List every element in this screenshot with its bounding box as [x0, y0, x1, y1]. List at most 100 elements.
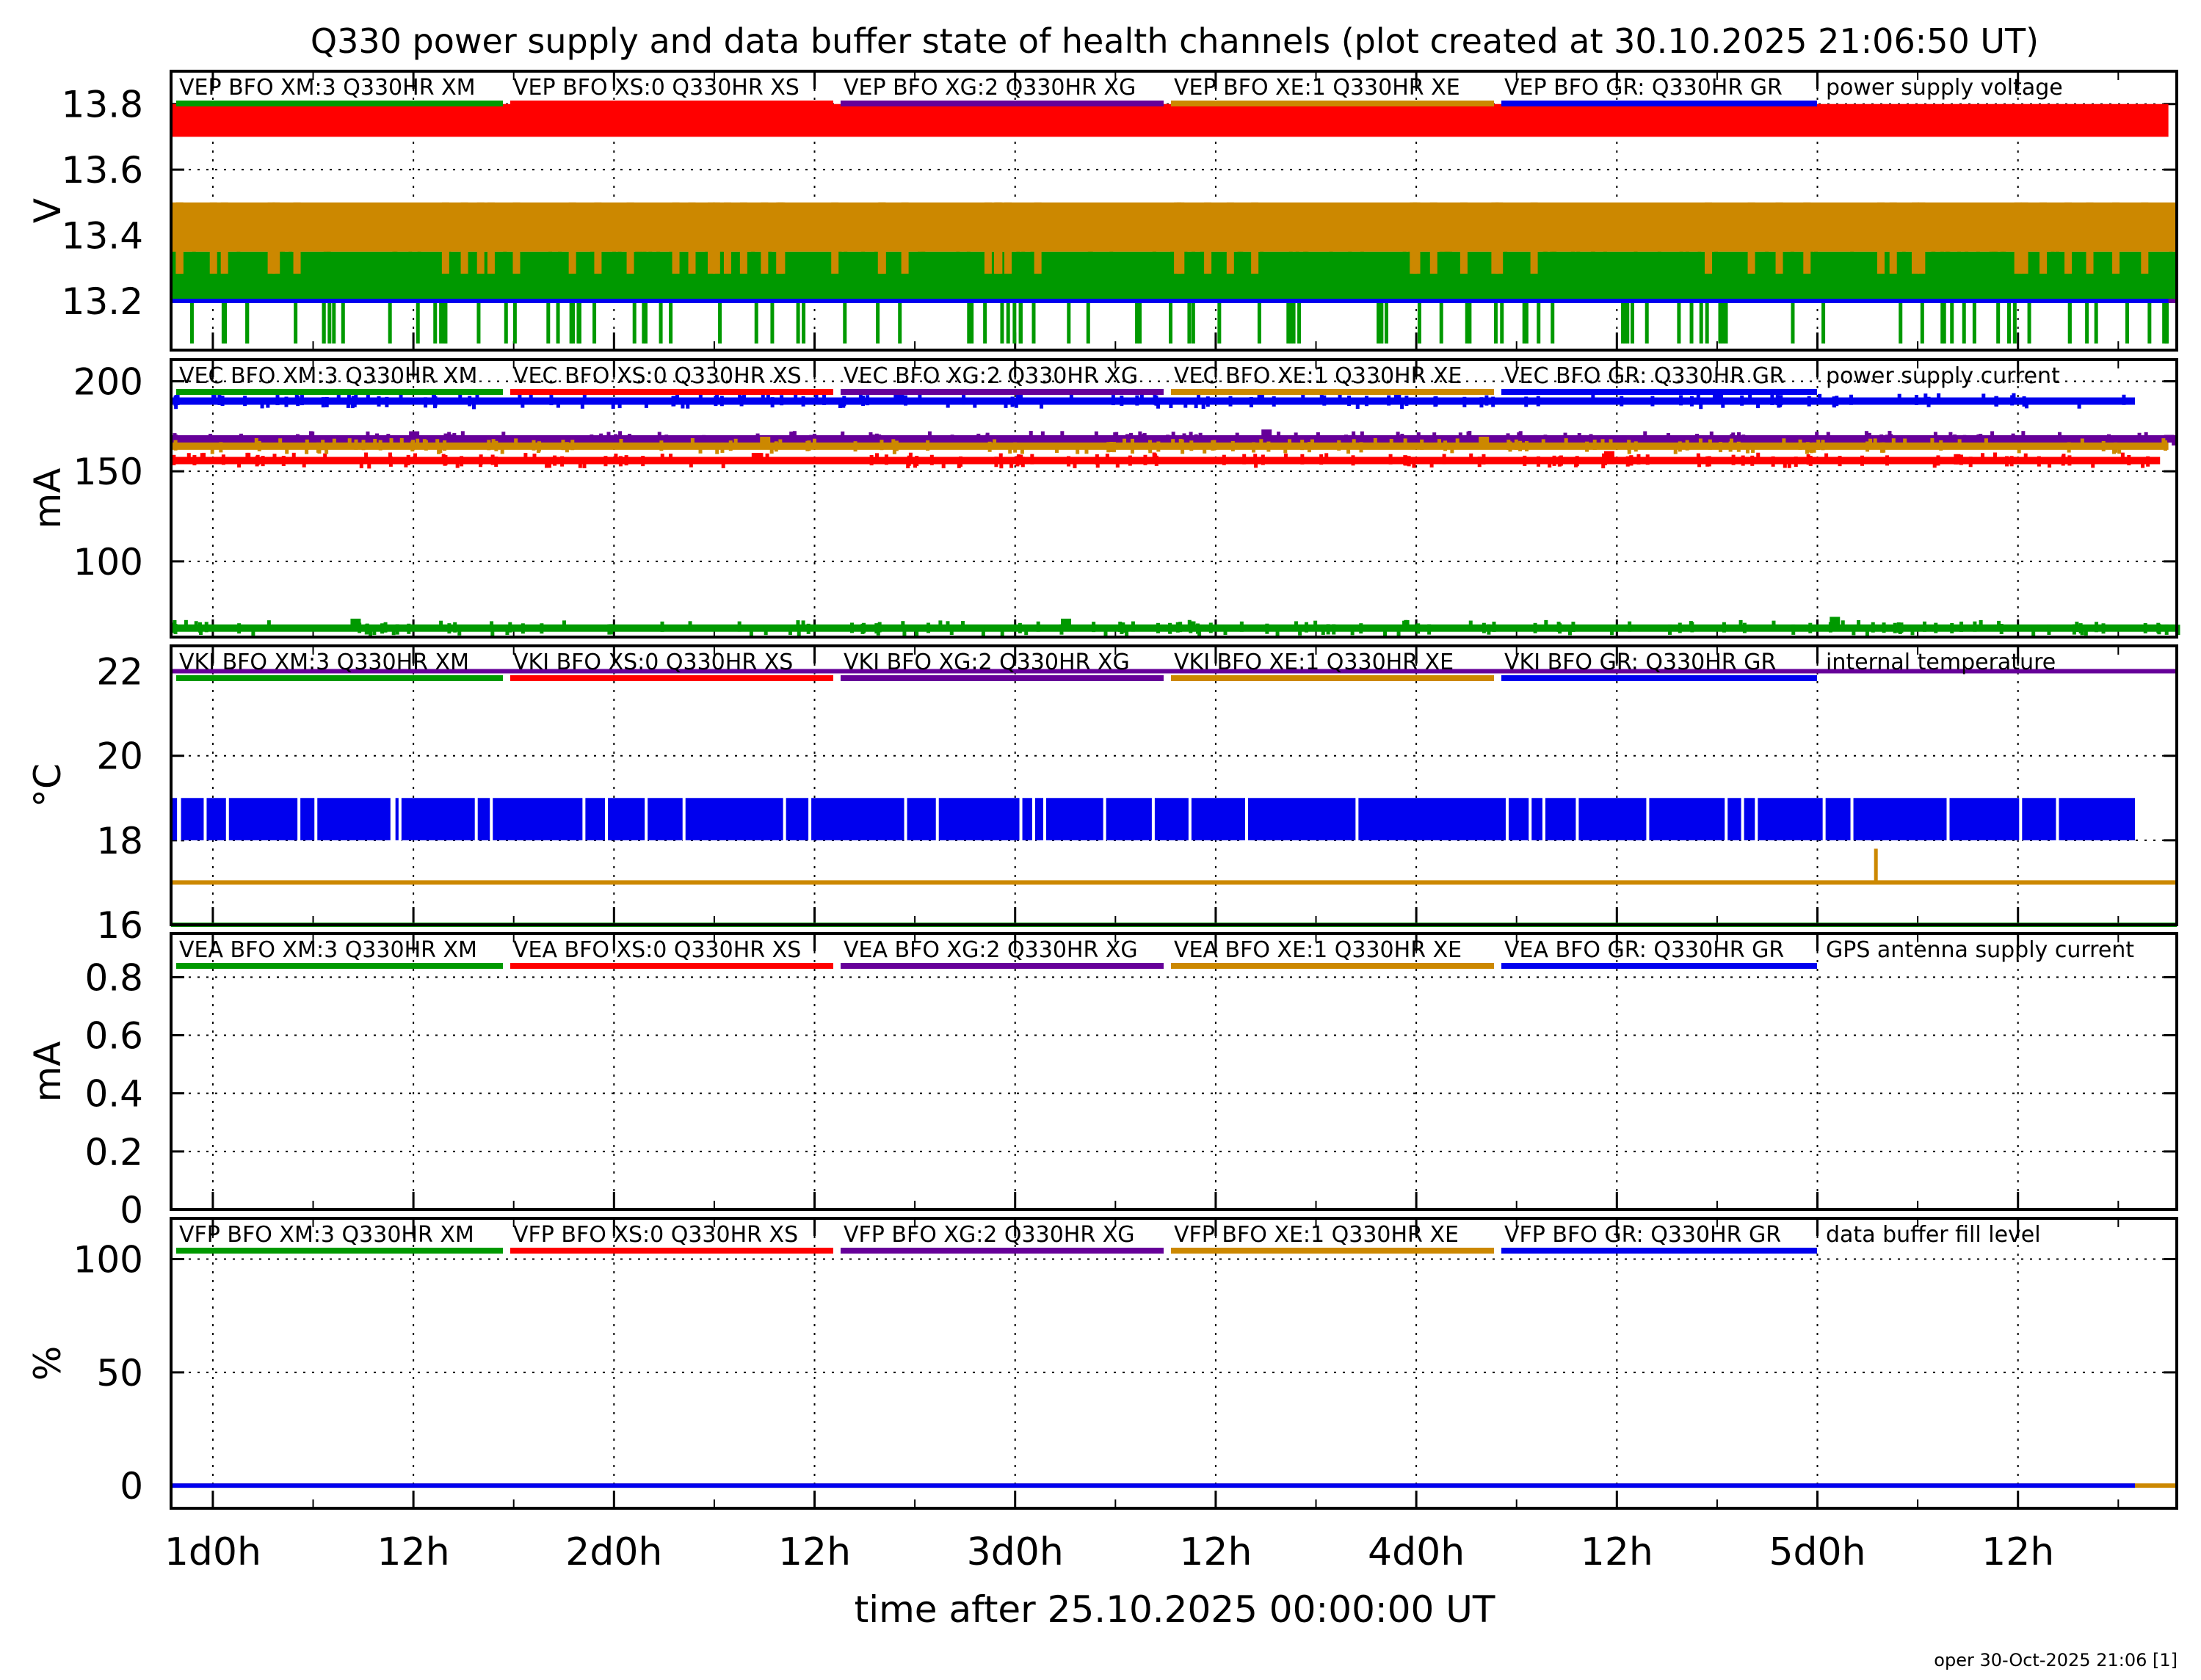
legend-label: VEP BFO XS:0 Q330HR XS: [513, 75, 799, 101]
legend: VEP BFO XM:3 Q330HR XM VEP BFO XS:0 Q330H…: [176, 75, 2063, 106]
series-xm-jitter: [1882, 622, 1886, 633]
series-gr-jitter: [1338, 393, 1342, 404]
series-xm-jitter: [849, 622, 854, 633]
series-xm-jitter: [173, 619, 177, 630]
series-xe-burst: [476, 202, 485, 274]
series-xg-jitter: [1563, 432, 1567, 443]
series-xe-jitter: [1524, 440, 1529, 451]
series-xs-jitter: [2037, 456, 2041, 467]
series-xm-jitter: [1893, 622, 1897, 633]
series-xm-spike: [1187, 300, 1192, 344]
series-xm-jitter: [609, 624, 614, 635]
series-xm-spike: [2162, 300, 2166, 344]
series-xm-jitter: [407, 623, 411, 634]
series-xs-jitter: [1300, 454, 1305, 465]
series-xg-jitter: [264, 435, 269, 446]
series-xm-jitter: [1265, 623, 1269, 634]
series-xm-bump: [1830, 617, 1841, 630]
series-gr-gap: [904, 796, 907, 843]
series-xe-burst: [984, 202, 992, 274]
series-xm-jitter: [2047, 624, 2051, 635]
series-xs-jitter: [479, 454, 483, 465]
series-gr-jitter: [366, 393, 370, 404]
series-gr-gap: [1542, 796, 1545, 843]
series-xm-spike: [2164, 300, 2169, 344]
series-xm-spike: [2027, 300, 2031, 344]
series-gr-jitter: [266, 397, 270, 408]
series-xm-spike: [1377, 300, 1381, 344]
series-xe-jitter: [1685, 440, 1689, 451]
series-xe-jitter: [774, 441, 778, 452]
series-xg-jitter: [1340, 436, 1344, 447]
series-xs-jitter: [1429, 457, 1434, 468]
series-xe-jitter: [210, 443, 214, 454]
series-xs-jitter: [929, 454, 934, 465]
series-xe-jitter: [254, 437, 258, 448]
series-xm-jitter: [806, 623, 811, 634]
series-xg-jitter: [501, 432, 506, 443]
series-xm-spike: [1468, 300, 1472, 344]
series-gr-jitter: [1779, 395, 1783, 406]
series-xm-spike: [556, 300, 560, 344]
series-xm-spike: [1689, 300, 1694, 344]
series-xm-jitter: [1332, 624, 1336, 635]
series-gr-jitter: [1040, 398, 1044, 409]
series-xe-jitter: [1287, 439, 1291, 450]
series-xs-jitter: [1625, 456, 1630, 467]
series-xm-jitter: [266, 620, 271, 631]
series-xm-jitter: [1871, 622, 1875, 633]
series-xe: [171, 202, 2177, 252]
series-xg-jitter: [1643, 431, 1647, 442]
legend-label: VEA BFO XS:0 Q330HR XS: [513, 937, 801, 963]
series-xg-jitter: [1060, 431, 1065, 442]
panel-frame: [170, 932, 2178, 1211]
series-xm-spike: [1621, 300, 1625, 344]
y-tick-label: 18: [96, 820, 143, 862]
series-xe-jitter: [1633, 441, 1638, 452]
series-gr-jitter: [742, 394, 747, 405]
series-xe-jitter: [532, 440, 536, 451]
series-xe-burst: [1918, 202, 1926, 274]
series-gr-gap: [474, 796, 478, 843]
series-xg-jitter: [1194, 434, 1198, 445]
series-xg-bump: [1261, 429, 1272, 441]
series-xg-jitter: [1458, 432, 1462, 443]
series-xe-jitter: [1865, 441, 1870, 452]
series-xe-jitter: [2112, 443, 2117, 454]
series-xs-jitter: [1936, 455, 1940, 466]
series-gr-jitter: [1926, 396, 1931, 407]
series-gr-jitter: [260, 398, 264, 409]
series-gr-jitter: [766, 394, 770, 405]
series-xe-jitter: [1805, 442, 1810, 453]
series-xg-jitter: [2144, 432, 2148, 443]
series-xe-jitter: [993, 439, 997, 450]
series-xe-burst: [712, 202, 720, 274]
series-gr-gap: [1245, 796, 1249, 843]
series-xe-jitter: [1443, 440, 1448, 451]
series-xm-jitter: [1678, 622, 1682, 633]
series-xe-jitter: [570, 440, 575, 451]
series-gr-gap: [1529, 796, 1532, 843]
series-xs-jitter: [1388, 454, 1393, 465]
series-xm-jitter: [949, 625, 954, 636]
series-gr-jitter: [284, 396, 289, 407]
y-tick-label: 0.2: [84, 1131, 143, 1174]
series-xg-jitter: [1294, 432, 1298, 443]
x-tick-label: 12h: [1581, 1530, 1653, 1574]
series-gr-jitter: [611, 398, 615, 409]
series-xe-jitter: [1627, 440, 1631, 451]
series-xs-jitter: [1602, 453, 1606, 464]
series-xm-spike: [970, 300, 974, 344]
series-xg-jitter: [1741, 434, 1746, 446]
series-xm-jitter: [204, 622, 209, 633]
series-xe-burst: [688, 202, 696, 274]
series-gr-gap: [390, 796, 394, 843]
series-xm-jitter: [1487, 624, 1491, 635]
series-xe-jitter: [1230, 440, 1235, 451]
series-xe-jitter: [1020, 443, 1024, 454]
series-gr-jitter: [458, 394, 463, 405]
series-xg-jitter: [386, 434, 391, 445]
series-xe-jitter: [2101, 440, 2106, 451]
series-gr-gap: [605, 796, 609, 843]
series-xm-jitter: [927, 622, 931, 633]
